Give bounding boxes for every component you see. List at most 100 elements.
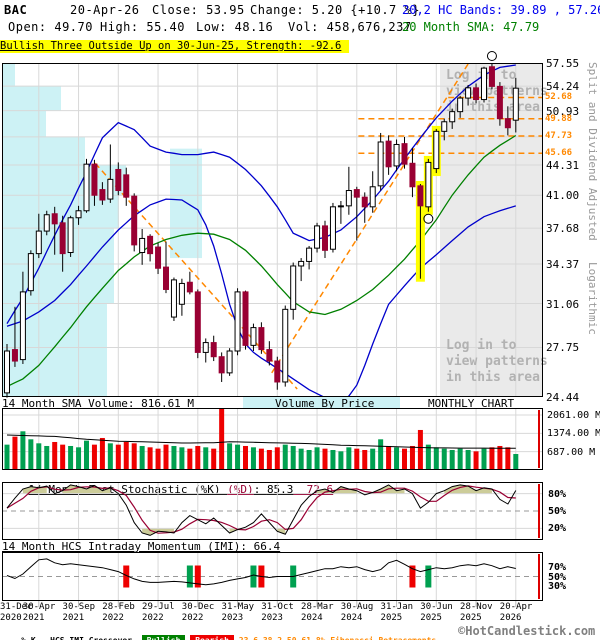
volume-bar [147,447,153,469]
volume-bar [68,445,74,469]
volume-bar [107,443,113,469]
stoch-tick-label: 50% [548,506,567,517]
candle-down [194,291,201,353]
chart-type-label: MONTHLY CHART [428,397,515,410]
bollinger-upper-band [6,64,516,324]
candle-down [473,87,480,101]
volume-bar [417,429,423,469]
volume-bar [266,449,272,469]
candle-up [441,121,448,132]
candle-down [353,189,360,198]
candle-up [457,97,464,113]
volume-bar [425,444,431,469]
symbol: BAC [4,3,28,17]
candle-down [401,143,408,165]
candle-down [59,222,66,255]
candle-up [75,210,82,219]
plot-border [2,552,543,601]
volume-bar [187,448,193,469]
volume-bar [139,445,145,469]
volume-bar [171,445,177,469]
price-tick-label: 34.37 [546,258,580,272]
quote-change: Change: 5.20 {+10.7 %} [250,3,420,17]
candle-down [155,246,162,269]
volume-by-price-label: Volume By Price [243,397,400,410]
date-tick-label: 30-Sep 2021 [62,602,96,623]
candle-up [345,190,352,207]
volume-bar [28,439,34,469]
axis-tick-stubs [38,601,517,607]
volume-bar [227,443,233,469]
fibonacci-legend: 23.6-38.2-50-61.8% Fibonacci Retracement… [234,636,436,640]
plot-border [2,408,543,470]
volume-chart [2,408,543,470]
trendline [271,63,469,374]
price-tick-label: 27.75 [546,341,580,355]
candle-up [481,67,487,101]
candle-down [266,349,273,362]
volume-bar [282,444,288,469]
vbp-bar [2,86,61,111]
volume-bar [402,448,407,469]
stoch-extreme-fill [444,484,492,494]
volume-bar [250,447,256,469]
imi-tick-label: 30% [548,581,567,593]
candle-up [337,205,344,208]
candle-up [465,87,472,99]
sma20-line [6,134,517,388]
candle-down [496,85,503,120]
current-marker [538,484,540,538]
volume-bar [163,444,169,469]
volume-bar [99,437,105,469]
date-tick-label: 20-Apr 2026 [499,602,533,623]
volume-bar [211,448,217,469]
volume-bar [274,447,280,469]
volume-bar [235,444,241,469]
volume-bar [115,444,121,469]
candle-down [131,195,138,246]
date-tick-label: 31-Oct 2023 [261,602,294,623]
candle-down [51,213,58,225]
candle-up [202,342,209,353]
volume-bar [409,445,415,469]
bearish-badge: Bearish [190,635,234,640]
candle-down [361,196,368,208]
candle-up [35,230,42,255]
candle-up [433,130,440,170]
volume-bar [20,431,26,469]
price-tick-label: 37.68 [546,222,580,236]
volume-title: 14 Month SMA Volume: 816.61 M [2,397,195,410]
volume-bar [457,448,463,469]
volume-bar [441,448,447,469]
volume-bar [489,447,495,469]
volume-bar [290,445,296,469]
footer-legend: % K - HCS IMI Crossover, Bullish Bearish… [2,626,598,640]
price-tick-label: 44.31 [546,158,580,172]
volume-bar [243,445,248,469]
volume-bar [378,439,384,469]
imi-bearish-signal [194,565,201,588]
candle-down [385,140,392,168]
candle-down [115,168,122,192]
price-tick-label: 41.00 [546,189,580,203]
login-watermark: in this area [446,370,540,385]
candle-up [425,161,432,208]
candle-up [449,111,456,123]
plot-border [2,63,543,397]
imi-bullish-signal [186,565,193,588]
date-tick-label: 31-Jan 2025 [380,602,414,623]
volume-bar [306,449,312,469]
volume-bar [219,408,225,469]
volume-bar [123,441,129,469]
volume-sma-line [6,434,516,449]
date-tick-label: 28-Feb 2022 [102,602,135,623]
login-watermark: view patterns [446,354,548,369]
vbp-bar [170,148,202,259]
volume-bar [84,440,89,469]
volume-bar [394,447,400,469]
candle-up [226,350,233,374]
vbp-bar [2,63,15,87]
volume-bar [481,448,487,469]
